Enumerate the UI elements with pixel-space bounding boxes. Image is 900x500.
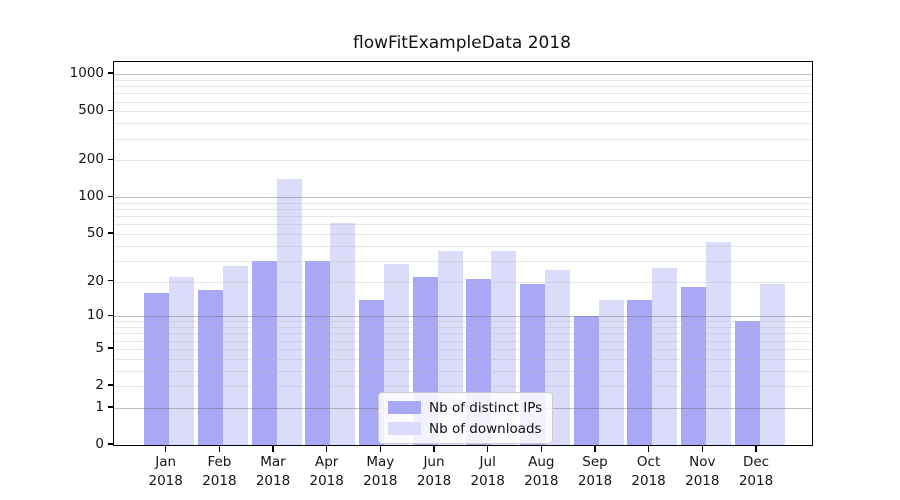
- gridline-minor-600: [114, 101, 812, 103]
- y-axis-tick-label-500: 500: [78, 102, 104, 119]
- bar-distinct-ips-nov: [680, 287, 706, 445]
- gridline-minor-3: [114, 370, 812, 372]
- y-axis-tick-500: [108, 109, 114, 112]
- x-axis-tick-label-mar: Mar 2018: [255, 454, 291, 489]
- y-axis-tick-label-50: 50: [86, 225, 104, 241]
- bar-distinct-ips-feb: [197, 289, 223, 445]
- x-axis-tick-label-feb: Feb 2018: [202, 454, 237, 489]
- x-axis-tick-jun: [433, 445, 435, 452]
- gridline-minor-2: [114, 386, 812, 387]
- y-axis-tick-label-0: 0: [95, 436, 104, 452]
- gridline-minor-20: [114, 281, 812, 283]
- x-axis-tick-nov: [701, 445, 703, 452]
- y-axis-tick-label-1000: 1000: [69, 65, 104, 82]
- x-axis-tick-label-jul: Jul 2018: [470, 454, 505, 489]
- plot-area: Nb of distinct IPs Nb of downloads: [113, 61, 813, 446]
- bar-distinct-ips-dec: [734, 321, 760, 445]
- bar-downloads-nov: [705, 241, 731, 445]
- gridline-minor-5: [114, 348, 812, 350]
- x-axis-tick-label-apr: Apr 2018: [309, 454, 344, 489]
- x-axis-tick-mar: [272, 445, 274, 452]
- x-axis-tick-oct: [647, 445, 650, 452]
- bar-downloads-feb: [222, 266, 248, 445]
- legend-item-distinct-ips: Nb of distinct IPs: [388, 399, 542, 416]
- gridline-minor-70: [114, 216, 812, 218]
- x-axis-tick-label-sep: Sep 2018: [577, 454, 613, 489]
- bar-distinct-ips-oct: [627, 299, 653, 445]
- x-axis-tick-aug: [540, 445, 543, 452]
- y-axis-tick-50: [108, 232, 114, 234]
- gridline-major-10: [114, 316, 812, 318]
- x-axis-tick-feb: [218, 445, 221, 452]
- x-axis-tick-label-may: May 2018: [363, 454, 398, 489]
- legend: Nb of distinct IPs Nb of downloads: [378, 392, 554, 444]
- gridline-major-100: [114, 197, 812, 199]
- gridline-minor-40: [114, 245, 812, 247]
- y-axis-tick-label-2: 2: [95, 377, 104, 393]
- gridline-minor-200: [114, 160, 812, 162]
- y-axis-tick-label-10: 10: [86, 307, 104, 324]
- gridline-minor-90: [114, 202, 812, 204]
- y-axis-tick-0: [108, 443, 114, 445]
- gridline-minor-4: [114, 358, 812, 360]
- y-axis-tick-20: [108, 279, 114, 282]
- bar-downloads-oct: [652, 268, 678, 445]
- x-axis-tick-apr: [325, 445, 328, 452]
- y-axis-tick-100: [108, 195, 114, 197]
- x-axis-tick-jan: [164, 445, 167, 452]
- gridline-minor-300: [114, 138, 812, 140]
- x-axis-tick-may: [379, 445, 382, 452]
- y-axis-tick-5: [108, 347, 114, 349]
- bar-downloads-apr: [330, 222, 356, 445]
- gridline-minor-900: [114, 79, 812, 81]
- y-axis-tick-label-200: 200: [78, 151, 104, 168]
- y-axis-tick-200: [108, 158, 114, 161]
- bar-downloads-mar: [276, 179, 302, 445]
- y-axis-tick-2: [108, 384, 114, 386]
- bar-distinct-ips-sep: [573, 316, 599, 445]
- gridline-minor-7: [114, 333, 812, 335]
- gridline-minor-400: [114, 123, 812, 125]
- gridline-minor-30: [114, 260, 812, 262]
- x-axis-tick-sep: [594, 445, 596, 452]
- y-axis-tick-label-1: 1: [95, 398, 104, 415]
- gridline-minor-8: [114, 327, 812, 329]
- gridline-minor-80: [114, 209, 812, 211]
- gridline-minor-6: [114, 340, 812, 342]
- legend-item-downloads: Nb of downloads: [388, 420, 542, 437]
- bar-downloads-dec: [759, 284, 785, 445]
- x-axis-tick-label-oct: Oct 2018: [631, 454, 666, 489]
- gridline-minor-50: [114, 234, 812, 235]
- gridline-major-1000: [114, 74, 812, 76]
- x-axis-tick-label-jun: Jun 2018: [416, 454, 452, 489]
- y-axis-tick-1000: [108, 72, 114, 74]
- x-axis-tick-label-aug: Aug 2018: [524, 454, 559, 489]
- gridline-minor-60: [114, 224, 812, 226]
- chart-title: flowFitExampleData 2018: [353, 33, 571, 53]
- y-axis-tick-1: [108, 406, 114, 408]
- bar-downloads-jan: [169, 276, 195, 445]
- legend-label-distinct-ips: Nb of distinct IPs: [429, 399, 543, 416]
- bar-downloads-sep: [598, 299, 624, 445]
- gridline-minor-800: [114, 86, 812, 88]
- bar-distinct-ips-jan: [144, 292, 170, 445]
- y-axis-tick-label-100: 100: [78, 188, 104, 205]
- x-axis-tick-label-nov: Nov 2018: [685, 454, 720, 489]
- y-axis-tick-label-5: 5: [95, 339, 104, 356]
- y-axis-tick-label-20: 20: [86, 272, 104, 289]
- x-axis-tick-jul: [486, 445, 489, 452]
- legend-swatch-distinct-ips: [388, 401, 421, 414]
- x-axis-tick-dec: [755, 445, 757, 452]
- gridline-minor-700: [114, 93, 812, 95]
- x-axis-tick-label-jan: Jan 2018: [148, 454, 183, 489]
- bar-distinct-ips-apr: [305, 260, 331, 445]
- gridline-minor-500: [114, 111, 812, 113]
- y-axis-tick-10: [108, 314, 114, 316]
- gridline-minor-9: [114, 321, 812, 323]
- bar-distinct-ips-mar: [251, 260, 277, 445]
- legend-label-downloads: Nb of downloads: [429, 420, 542, 437]
- legend-swatch-downloads: [388, 422, 421, 435]
- x-axis-tick-label-dec: Dec 2018: [738, 454, 774, 489]
